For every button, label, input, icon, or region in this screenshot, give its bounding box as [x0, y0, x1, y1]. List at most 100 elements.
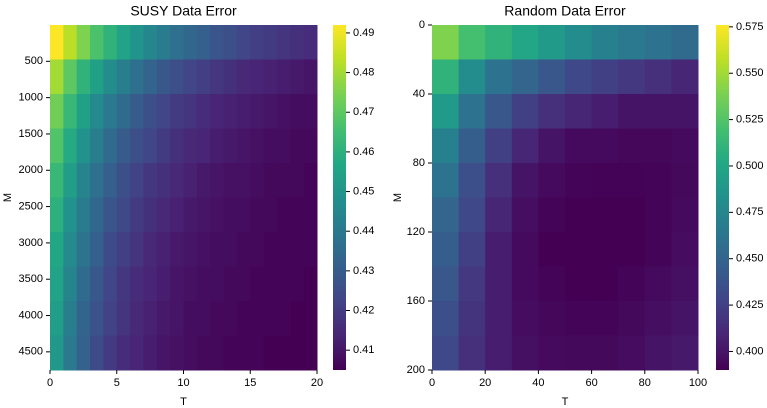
heatmap-cell	[183, 232, 198, 267]
x-tick-label: 60	[585, 377, 597, 389]
heatmap-cell	[90, 59, 104, 95]
heatmap-cell	[143, 301, 158, 336]
heatmap-cell	[511, 163, 539, 198]
heatmap-cell	[210, 94, 225, 129]
heatmap-cell	[143, 232, 158, 267]
heatmap-cell	[236, 335, 251, 371]
heatmap-cell	[50, 128, 64, 164]
heatmap-cell	[156, 335, 171, 371]
heatmap-cell	[63, 163, 78, 198]
heatmap-cell	[618, 197, 646, 233]
heatmap-cell	[170, 25, 184, 60]
heatmap-cell	[103, 128, 118, 164]
heatmap-cell	[290, 59, 305, 95]
heatmap-cell	[116, 266, 131, 302]
heatmap-cell	[183, 335, 198, 371]
heatmap-cell	[143, 94, 158, 129]
heatmap-cell	[511, 301, 539, 336]
heatmap-cell	[303, 335, 318, 371]
heatmap-cell	[538, 197, 566, 233]
colorbar-tick-label: 0.44	[353, 225, 374, 237]
heatmap-cell	[303, 301, 318, 336]
x-tick-label: 10	[177, 377, 189, 389]
x-tick-label: 80	[639, 377, 651, 389]
heatmap-cell	[183, 25, 198, 60]
heatmap-cell	[143, 335, 158, 371]
heatmap-cell	[90, 232, 104, 267]
heatmap-cell	[103, 266, 118, 302]
heatmap-cell	[485, 128, 513, 164]
heatmap-cell	[130, 266, 144, 302]
heatmap-cell	[143, 197, 158, 233]
x-tick-label: 15	[244, 377, 256, 389]
heatmap-cell	[223, 232, 238, 267]
heatmap-cell	[170, 197, 184, 233]
heatmap-cell	[511, 232, 539, 267]
heatmap-cell	[432, 266, 460, 302]
heatmap-cell	[276, 301, 291, 336]
colorbar-tick-label: 0.450	[736, 253, 764, 265]
heatmap-cell	[196, 335, 211, 371]
heatmap-cell	[250, 163, 265, 198]
heatmap-cell	[196, 59, 211, 95]
heatmap-cell	[236, 128, 251, 164]
heatmap-cell	[76, 301, 91, 336]
heatmap-cell	[130, 232, 144, 267]
heatmap-cell	[250, 335, 265, 371]
heatmap-cell	[276, 232, 291, 267]
heatmap-cell	[76, 266, 91, 302]
heatmap-cell	[671, 163, 699, 198]
heatmap-cell	[116, 301, 131, 336]
heatmap-cell	[591, 197, 619, 233]
colorbar-tick-label: 0.575	[736, 21, 764, 33]
heatmap-cell	[485, 335, 513, 371]
heatmap-cell	[591, 25, 619, 60]
heatmap-cell	[303, 59, 318, 95]
heatmap-cell	[591, 301, 619, 336]
heatmap-cell	[565, 59, 593, 95]
heatmap-cell	[263, 25, 278, 60]
heatmap-cell	[183, 163, 198, 198]
heatmap-cell	[303, 197, 318, 233]
heatmap-cell	[290, 128, 305, 164]
heatmap-cell	[290, 335, 305, 371]
x-tick-label: 20	[479, 377, 491, 389]
heatmap-cell	[671, 59, 699, 95]
heatmap-cell	[290, 266, 305, 302]
heatmap-cell	[485, 266, 513, 302]
heatmap-cell	[485, 59, 513, 95]
y-tick-label: 500	[25, 55, 43, 67]
heatmap-cell	[290, 197, 305, 233]
heatmap-cell	[143, 128, 158, 164]
heatmap-cell	[263, 163, 278, 198]
x-tick-label: 20	[311, 377, 323, 389]
heatmap-cell	[565, 94, 593, 129]
heatmap-cell	[618, 266, 646, 302]
heatmap-cell	[116, 94, 131, 129]
heatmap-cell	[183, 94, 198, 129]
heatmap-cell	[50, 163, 64, 198]
heatmap-cell	[196, 163, 211, 198]
heatmap-cell	[236, 163, 251, 198]
heatmap-cell	[236, 232, 251, 267]
y-tick-label: 40	[413, 88, 425, 100]
heatmap-cell	[644, 266, 672, 302]
heatmap-cell	[565, 335, 593, 371]
x-tick-label: 5	[114, 377, 120, 389]
heatmap-cell	[210, 25, 225, 60]
heatmap-cell	[130, 163, 144, 198]
heatmap-cell	[156, 197, 171, 233]
heatmap-cell	[90, 197, 104, 233]
heatmap-cell	[618, 25, 646, 60]
heatmap-cell	[210, 197, 225, 233]
heatmap-cell	[50, 25, 64, 60]
heatmap-cell	[223, 163, 238, 198]
heatmap-cell	[511, 25, 539, 60]
x-axis-label: T	[562, 396, 569, 408]
heatmap-cell	[236, 94, 251, 129]
heatmap-cell	[196, 232, 211, 267]
colorbar-tick-label: 0.47	[353, 106, 374, 118]
heatmap-cell	[170, 266, 184, 302]
y-tick-label: 0	[419, 19, 425, 31]
